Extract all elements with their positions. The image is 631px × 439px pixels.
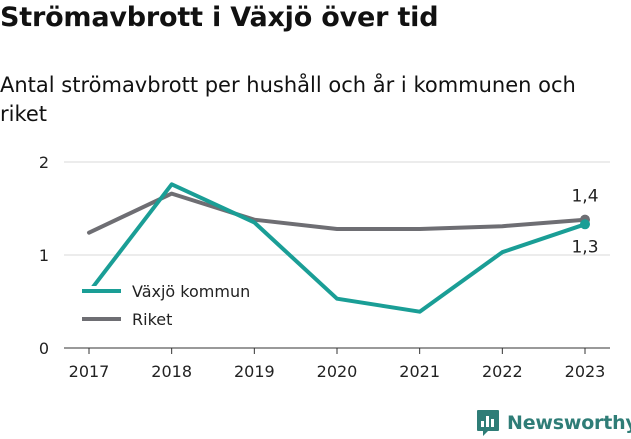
end-point-växjö-kommun bbox=[580, 219, 590, 230]
x-tick-label: 2018 bbox=[151, 362, 192, 381]
y-tick-label: 1 bbox=[39, 246, 49, 265]
chart-title: Strömavbrott i Växjö över tid bbox=[0, 2, 439, 33]
end-value-label: 1,4 bbox=[571, 187, 598, 207]
x-tick-label: 2019 bbox=[234, 362, 275, 381]
brand-name: Newsworthy bbox=[507, 412, 631, 434]
line-chart: 0 1 2 2017 2018 2019 2020 2021 2022 2023 1,4 1,3 Väx… bbox=[39, 153, 610, 381]
x-tick-label: 2017 bbox=[69, 362, 110, 381]
end-value-label: 1,3 bbox=[571, 237, 598, 257]
x-tick-label: 2022 bbox=[482, 362, 523, 381]
y-tick-label: 2 bbox=[39, 153, 49, 172]
y-tick-label: 0 bbox=[39, 339, 49, 358]
x-tick-label: 2023 bbox=[565, 362, 606, 381]
chart-subtitle: Antal strömavbrott per hushåll och år i … bbox=[0, 73, 576, 126]
series-line-riket bbox=[87, 191, 587, 235]
legend-label: Växjö kommun bbox=[132, 282, 250, 301]
newsworthy-logo-icon bbox=[477, 410, 499, 436]
x-tick-label: 2021 bbox=[399, 362, 440, 381]
newsworthy-logo: Newsworthy bbox=[476, 408, 631, 438]
series-line-växjö-kommun bbox=[87, 182, 587, 314]
x-tick-label: 2020 bbox=[317, 362, 358, 381]
legend-label: Riket bbox=[132, 310, 172, 329]
